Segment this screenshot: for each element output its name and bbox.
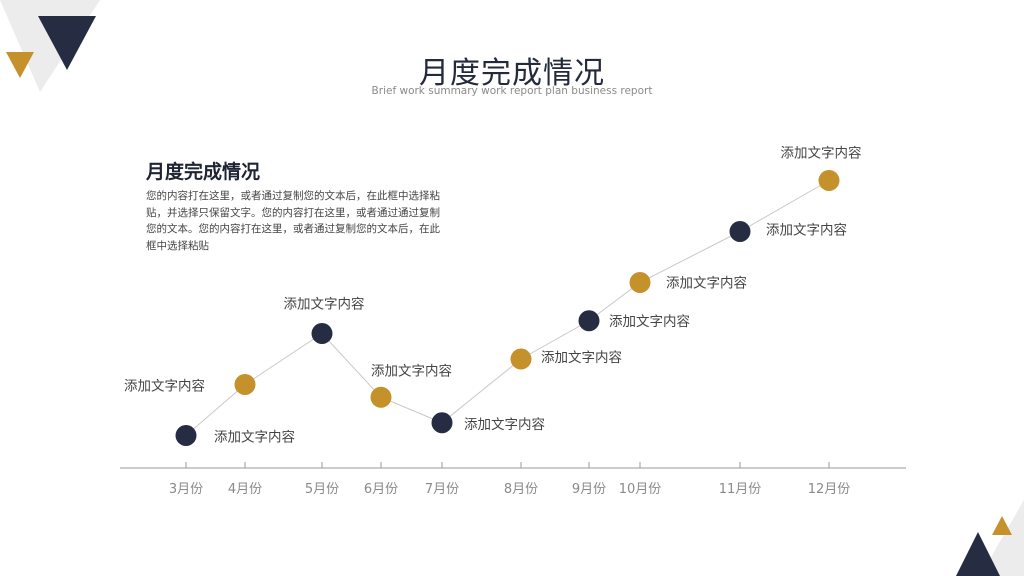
data-label: 添加文字内容 (541, 349, 622, 366)
data-point (510, 348, 532, 370)
x-tick-label: 9月份 (572, 482, 606, 497)
x-tick-label: 10月份 (619, 482, 662, 497)
deco-triangle-gold-top (6, 52, 34, 78)
data-label: 添加文字内容 (609, 313, 690, 330)
deco-triangle-navy-bottom (956, 532, 1000, 576)
data-point (431, 412, 453, 434)
text-block-heading: 月度完成情况 (146, 161, 261, 183)
data-label: 添加文字内容 (214, 429, 295, 446)
x-tick-label: 3月份 (169, 482, 203, 497)
data-label: 添加文字内容 (781, 145, 862, 162)
data-point (311, 323, 333, 344)
data-point (629, 272, 651, 293)
data-label: 添加文字内容 (371, 362, 452, 379)
x-tick-label: 4月份 (228, 482, 262, 497)
deco-triangle-light-bottom (980, 500, 1024, 576)
x-tick-label: 7月份 (425, 482, 459, 497)
page-subtitle: Brief work summary work report plan busi… (371, 85, 653, 97)
data-point (729, 221, 751, 242)
series-line (185, 180, 830, 436)
x-tick-label: 6月份 (364, 482, 398, 497)
data-point (234, 374, 256, 395)
x-tick-label: 5月份 (305, 482, 339, 497)
data-point (370, 386, 392, 408)
page-title: 月度完成情况 (419, 56, 605, 91)
x-tick-label: 8月份 (504, 482, 538, 497)
data-point (175, 425, 197, 446)
data-label: 添加文字内容 (666, 275, 747, 292)
x-tick-label: 11月份 (719, 482, 762, 497)
data-label: 添加文字内容 (124, 378, 205, 395)
x-tick-label: 12月份 (808, 482, 851, 497)
data-point (578, 310, 600, 332)
data-point (818, 170, 840, 191)
deco-triangle-gold-bottom (992, 516, 1012, 535)
data-label: 添加文字内容 (284, 296, 365, 313)
deco-triangle-navy-top (38, 16, 96, 70)
data-label: 添加文字内容 (766, 222, 847, 239)
data-label: 添加文字内容 (464, 416, 545, 433)
text-block-body: 您的内容打在这里，或者通过复制您的文本后，在此框中选择粘贴，并选择只保留文字。您… (146, 190, 440, 252)
